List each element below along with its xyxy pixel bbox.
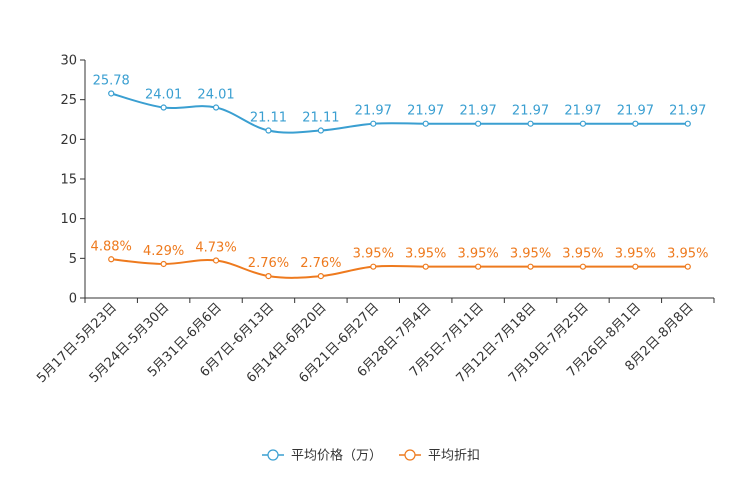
series-line — [110, 92, 688, 134]
y-tick-label: 20 — [60, 133, 77, 148]
data-label: 3.95% — [510, 247, 551, 262]
legend-item-0: 平均价格（万） — [262, 448, 382, 464]
series-1: 4.88% 4.29% 4.73% 2.76% 2.76% 3.95% 3.95% 3.95%… — [91, 239, 708, 280]
data-label: 24.01 — [197, 88, 234, 103]
data-point — [160, 260, 167, 268]
data-point — [684, 263, 691, 270]
data-point — [527, 263, 534, 270]
data-label: 4.88% — [91, 239, 132, 254]
data-point — [265, 273, 272, 280]
data-point — [212, 104, 220, 111]
legend-item-1: 平均折扣 — [399, 449, 480, 464]
series-line — [111, 258, 688, 279]
data-label: 3.95% — [615, 247, 656, 262]
data-label: 24.01 — [145, 88, 182, 103]
series-layer: 25.78 24.01 24.01 21.11 21.11 21.97 21.97 21.97… — [91, 73, 708, 280]
y-tick-label: 15 — [60, 173, 77, 188]
y-tick-label: 5 — [69, 252, 77, 267]
data-point — [632, 120, 639, 127]
data-label: 4.73% — [195, 240, 236, 255]
data-label: 21.97 — [355, 104, 392, 119]
data-point — [212, 257, 220, 264]
data-point — [265, 127, 272, 134]
data-label: 21.97 — [669, 104, 706, 119]
data-point — [527, 120, 534, 127]
data-point — [108, 90, 115, 97]
data-label: 21.97 — [460, 104, 497, 119]
legend-label: 平均折扣 — [428, 449, 480, 464]
data-label: 3.95% — [667, 247, 708, 262]
data-label: 4.29% — [143, 244, 184, 259]
data-point — [422, 120, 429, 127]
data-label: 3.95% — [457, 247, 498, 262]
y-tick-label: 0 — [69, 292, 77, 307]
data-label: 21.11 — [250, 111, 287, 126]
series-0: 25.78 24.01 24.01 21.11 21.11 21.97 21.97 21.97… — [93, 73, 706, 134]
data-label: 21.11 — [302, 111, 339, 126]
data-point — [475, 120, 482, 127]
data-label: 21.97 — [564, 104, 601, 119]
data-label: 3.95% — [562, 247, 603, 262]
data-label: 2.76% — [300, 256, 341, 271]
legend: 平均价格（万） 平均折扣 — [262, 448, 480, 464]
legend-label: 平均价格（万） — [291, 448, 382, 464]
data-point — [370, 120, 377, 127]
data-point — [475, 263, 482, 270]
data-label: 3.95% — [353, 247, 394, 262]
data-point — [422, 263, 429, 270]
data-point — [684, 120, 691, 127]
data-label: 21.97 — [407, 104, 444, 119]
data-point — [579, 263, 587, 270]
data-point — [108, 256, 115, 263]
data-point — [160, 104, 167, 111]
data-label: 2.76% — [248, 256, 289, 271]
data-label: 21.97 — [512, 104, 549, 119]
data-point — [370, 263, 377, 270]
legend-marker — [267, 449, 279, 461]
data-point — [579, 120, 587, 127]
data-point — [317, 273, 324, 280]
y-tick-label: 25 — [60, 93, 77, 108]
data-point — [632, 263, 639, 270]
data-label: 3.95% — [405, 247, 446, 262]
y-tick-label: 30 — [60, 54, 77, 69]
data-point — [317, 127, 324, 134]
legend-marker — [404, 449, 416, 461]
y-tick-label: 10 — [60, 212, 77, 227]
data-label: 25.78 — [93, 73, 130, 88]
data-label: 21.97 — [617, 104, 654, 119]
